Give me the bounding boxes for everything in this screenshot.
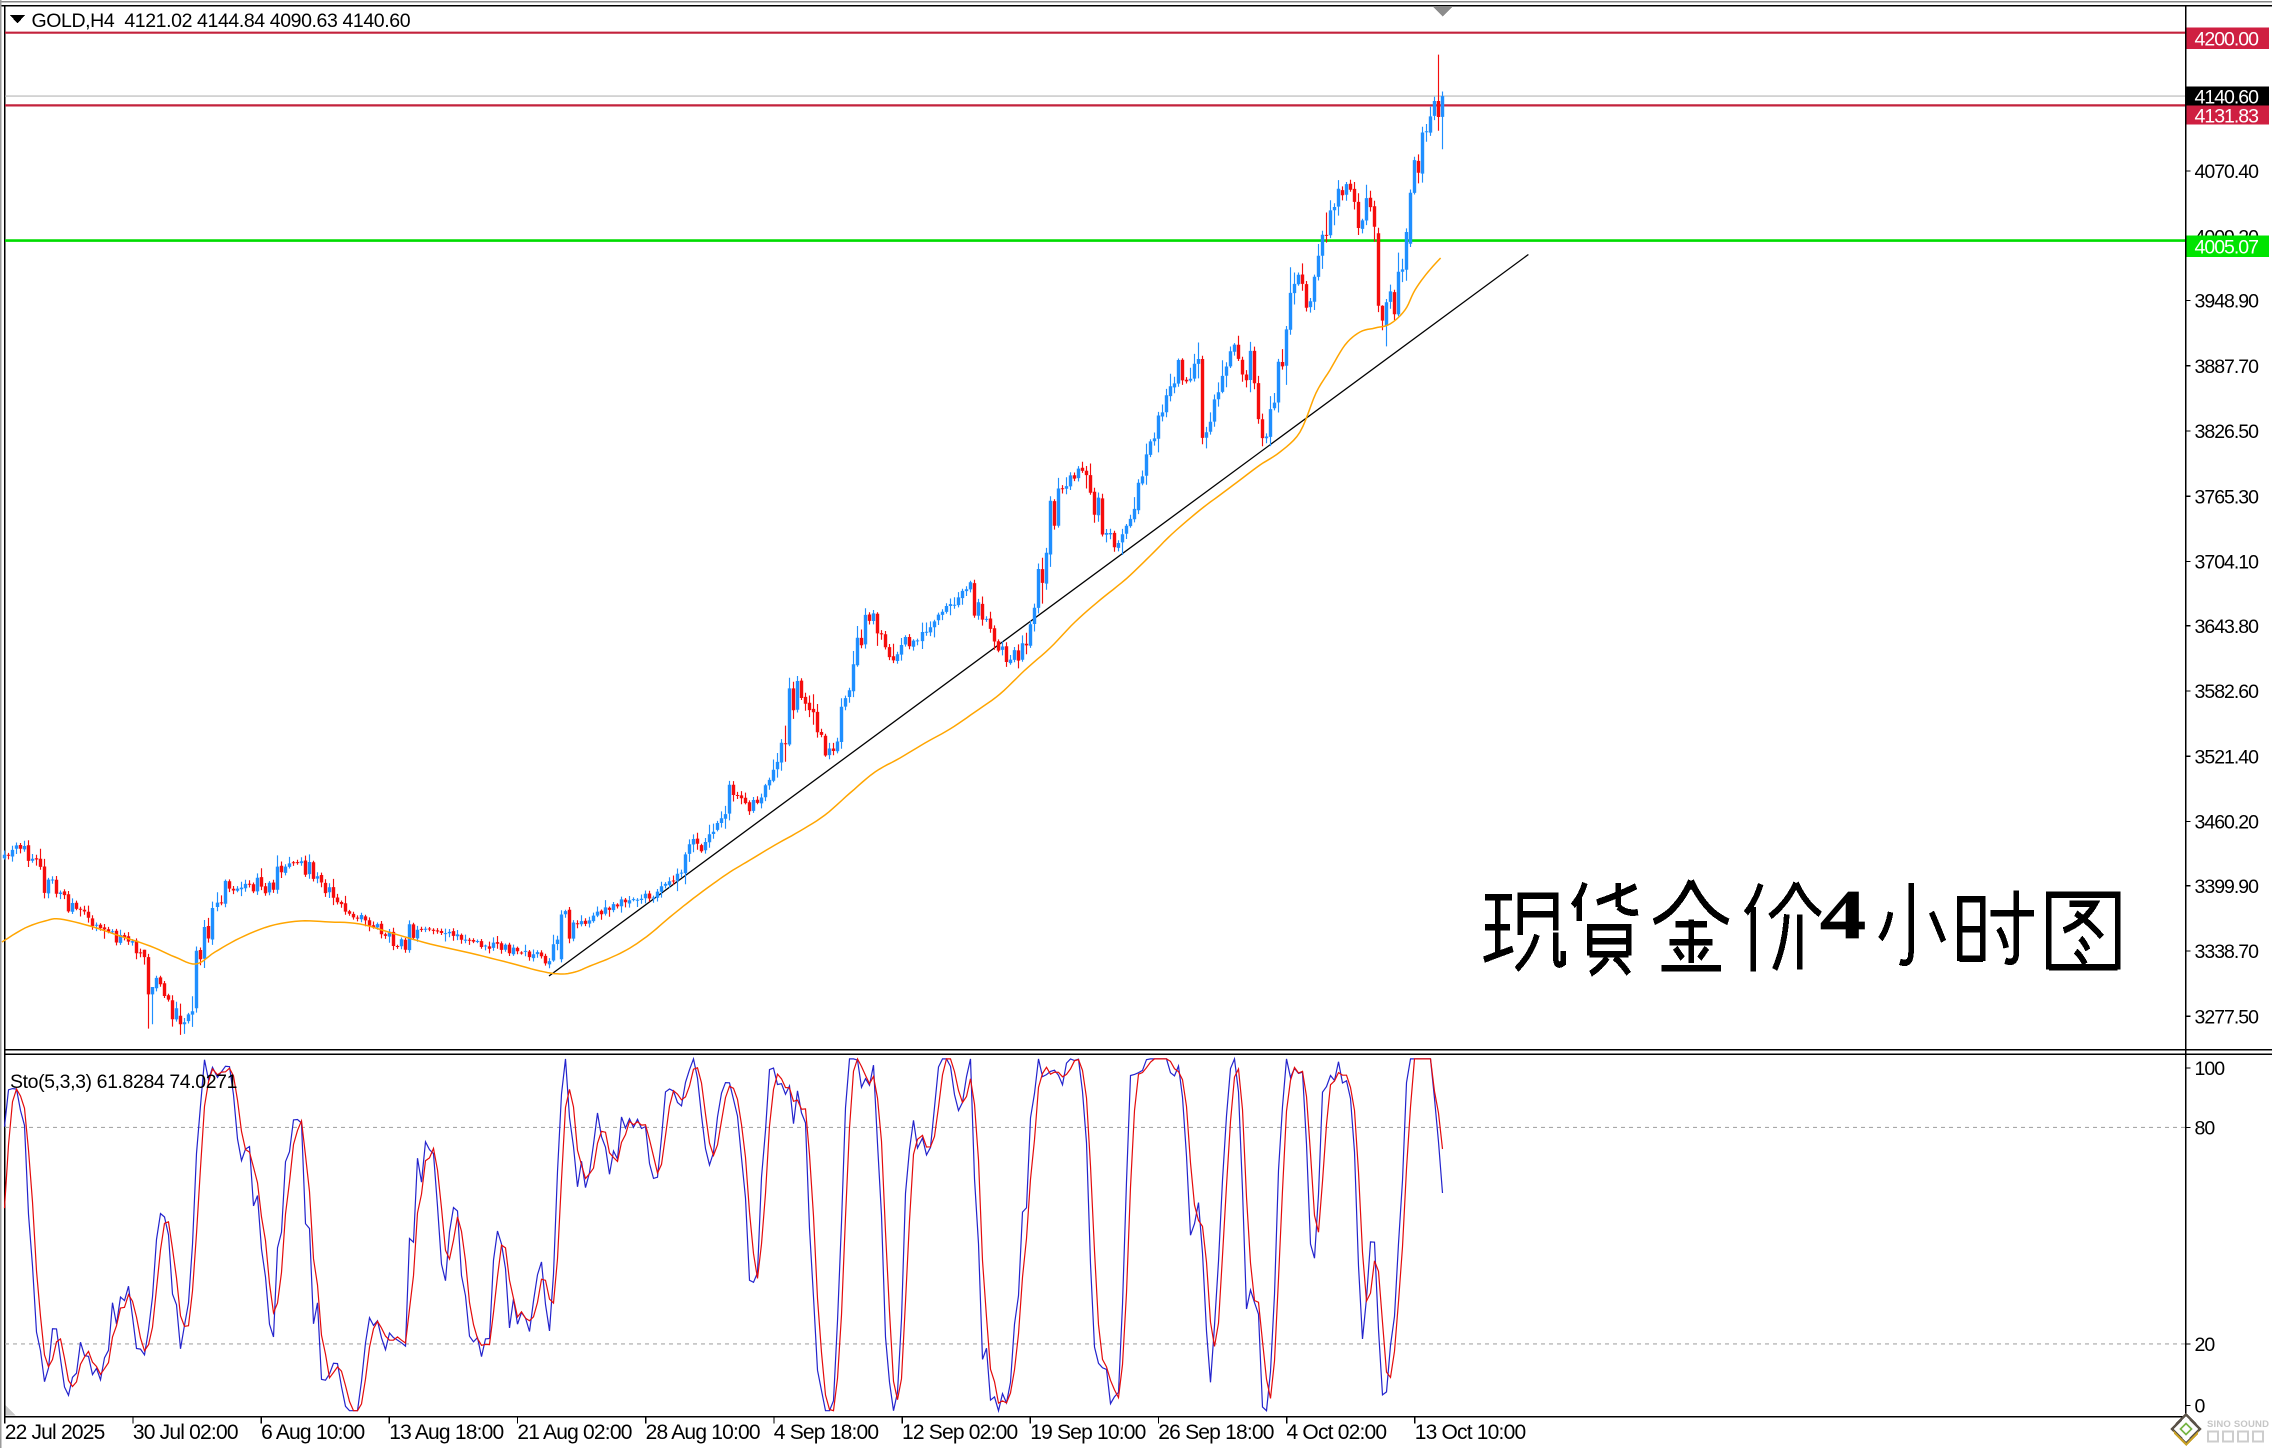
svg-text:22 Jul 2025: 22 Jul 2025 (5, 1421, 105, 1444)
svg-text:13 Oct 10:00: 13 Oct 10:00 (1415, 1421, 1526, 1444)
svg-text:3948.90: 3948.90 (2195, 291, 2260, 313)
svg-text:12 Sep 02:00: 12 Sep 02:00 (902, 1421, 1017, 1444)
svg-text:21 Aug 02:00: 21 Aug 02:00 (517, 1421, 631, 1444)
svg-text:4131.83: 4131.83 (2195, 105, 2259, 127)
svg-text:3338.70: 3338.70 (2195, 941, 2260, 963)
svg-text:3643.80: 3643.80 (2195, 616, 2260, 638)
svg-text:4005.07: 4005.07 (2195, 237, 2259, 259)
svg-text:4070.40: 4070.40 (2195, 161, 2260, 183)
svg-text:28 Aug 10:00: 28 Aug 10:00 (646, 1421, 760, 1444)
svg-text:3887.70: 3887.70 (2195, 356, 2260, 378)
svg-text:Sto(5,3,3) 61.8284 74.0271: Sto(5,3,3) 61.8284 74.0271 (10, 1071, 237, 1093)
svg-text:3399.90: 3399.90 (2195, 876, 2260, 898)
svg-text:4: 4 (1820, 877, 1866, 954)
svg-text:26 Sep 18:00: 26 Sep 18:00 (1158, 1421, 1273, 1444)
svg-text:SINO SOUND: SINO SOUND (2207, 1419, 2269, 1430)
svg-text:3826.50: 3826.50 (2195, 421, 2260, 443)
svg-text:3277.50: 3277.50 (2195, 1007, 2260, 1029)
svg-text:30 Jul 02:00: 30 Jul 02:00 (133, 1421, 238, 1444)
svg-text:3765.30: 3765.30 (2195, 486, 2260, 508)
svg-text:0: 0 (2195, 1396, 2206, 1418)
svg-text:3582.60: 3582.60 (2195, 681, 2260, 703)
svg-text:100: 100 (2195, 1058, 2226, 1080)
svg-text:19 Sep 10:00: 19 Sep 10:00 (1030, 1421, 1145, 1444)
svg-text:GOLD,H4 4121.02 4144.84 4090.: GOLD,H4 4121.02 4144.84 4090.63 4140.60 (32, 10, 411, 32)
svg-text:80: 80 (2195, 1118, 2216, 1140)
svg-text:13 Aug 18:00: 13 Aug 18:00 (389, 1421, 503, 1444)
svg-text:6 Aug 10:00: 6 Aug 10:00 (261, 1421, 364, 1444)
svg-text:4200.00: 4200.00 (2195, 29, 2260, 51)
svg-text:3460.20: 3460.20 (2195, 812, 2260, 834)
svg-text:4 Sep 18:00: 4 Sep 18:00 (774, 1421, 879, 1444)
svg-text:4 Oct 02:00: 4 Oct 02:00 (1287, 1421, 1387, 1444)
svg-text:20: 20 (2195, 1334, 2216, 1356)
svg-text:3521.40: 3521.40 (2195, 746, 2260, 768)
svg-text:4140.60: 4140.60 (2195, 86, 2260, 108)
svg-text:3704.10: 3704.10 (2195, 552, 2260, 574)
